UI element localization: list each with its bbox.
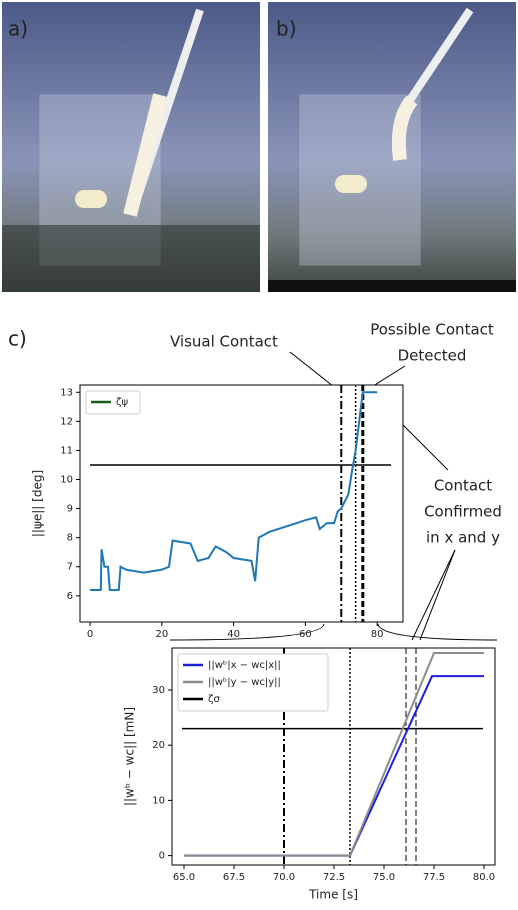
plot-area [79,384,404,623]
y-tick-label: 11 [60,445,73,456]
y-tick-label: 9 [67,504,73,515]
legend [85,390,141,415]
y-tick-label: 12 [60,416,73,427]
x-tick-label: 80.0 [473,872,495,883]
panel-label: b) [276,17,297,41]
x-tick-label: 67.5 [223,872,245,883]
x-tick-label: 72.5 [323,872,345,883]
panel-label: a) [8,17,28,41]
annotation: Detected [398,347,467,365]
x-tick-label: 65.0 [173,872,195,883]
y-tick-label: 13 [60,387,73,398]
y-tick-label: 20 [152,740,165,751]
y-tick-label: 0 [159,851,165,862]
legend-label: ||wᵇ|x − wc|x|| [208,660,281,671]
legend-label: ζψ [116,397,128,408]
y-axis-label: ||ψe|| [deg] [31,470,45,537]
annotation: Contact [434,477,492,495]
x-tick-label: 75.0 [373,872,395,883]
data-line [184,651,484,857]
annotation-arrows [169,351,498,641]
x-tick-label: 80 [371,629,384,640]
x-tick-label: 60 [299,629,312,640]
annotation: Confirmed [424,503,502,521]
photo-b [268,2,516,292]
x-tick-label: 77.5 [423,872,445,883]
legend-label: ||wᵇ|y − wc|y|| [208,677,281,688]
annotation: Visual Contact [170,333,278,351]
y-axis-label: ||wᵇ − wc|| [mN] [123,707,137,806]
panel-label: c) [8,327,27,351]
y-tick-label: 7 [67,562,73,573]
x-tick-label: 70.0 [273,872,295,883]
y-tick-label: 8 [67,533,73,544]
y-tick-label: 10 [60,475,73,486]
annotation: in x and y [426,529,500,547]
x-axis-label: Time [s] [308,888,358,902]
annotation: Possible Contact [370,321,494,339]
data-line [90,391,378,592]
y-tick-label: 6 [67,591,73,602]
x-tick-label: 0 [87,629,93,640]
legend-label: ζσ [208,694,220,705]
x-tick-label: 20 [155,629,168,640]
y-tick-label: 30 [152,685,165,696]
photo-a [2,2,260,292]
y-tick-label: 10 [152,795,165,806]
legend [177,653,329,712]
x-tick-label: 40 [227,629,240,640]
